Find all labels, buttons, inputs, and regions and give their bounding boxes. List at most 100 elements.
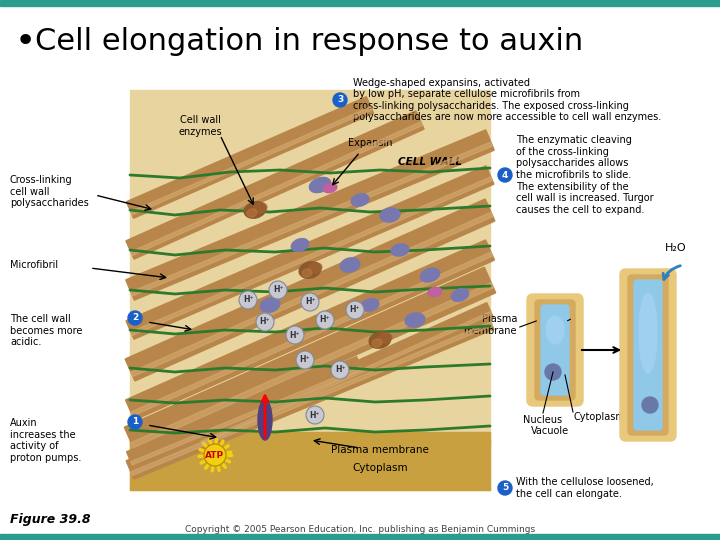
Ellipse shape: [369, 332, 391, 348]
FancyBboxPatch shape: [634, 280, 662, 430]
Circle shape: [346, 301, 364, 319]
Circle shape: [269, 281, 287, 299]
Ellipse shape: [451, 288, 469, 301]
Text: Figure 39.8: Figure 39.8: [10, 514, 91, 526]
Ellipse shape: [292, 239, 309, 252]
Text: H⁺: H⁺: [300, 355, 310, 364]
Circle shape: [306, 406, 324, 424]
Ellipse shape: [546, 316, 564, 344]
Polygon shape: [127, 357, 364, 468]
Circle shape: [239, 291, 257, 309]
Bar: [130, 432, 490, 444]
Text: Microfibril: Microfibril: [10, 260, 58, 270]
Polygon shape: [131, 106, 372, 215]
Text: Copyright © 2005 Pearson Education, Inc. publishing as Benjamin Cummings: Copyright © 2005 Pearson Education, Inc.…: [185, 524, 535, 534]
Text: The enzymatic cleaving
of the cross-linking
polysaccharides allows
the microfibr: The enzymatic cleaving of the cross-link…: [516, 135, 654, 215]
Ellipse shape: [258, 400, 272, 440]
Circle shape: [642, 397, 658, 413]
FancyBboxPatch shape: [535, 300, 575, 400]
Text: H⁺: H⁺: [310, 410, 320, 420]
Text: With the cellulose loosened,
the cell can elongate.: With the cellulose loosened, the cell ca…: [516, 477, 654, 499]
Circle shape: [296, 351, 314, 369]
Polygon shape: [131, 322, 492, 476]
Text: 1: 1: [132, 417, 138, 427]
Circle shape: [256, 313, 274, 331]
Text: 5: 5: [502, 483, 508, 492]
Text: Auxin
increases the
activity of
proton pumps.: Auxin increases the activity of proton p…: [10, 418, 81, 463]
Polygon shape: [126, 111, 424, 259]
Text: CELL WALL: CELL WALL: [398, 157, 462, 167]
Circle shape: [333, 93, 347, 107]
Bar: [130, 440, 490, 490]
Ellipse shape: [391, 244, 409, 256]
FancyBboxPatch shape: [541, 305, 569, 395]
FancyBboxPatch shape: [628, 275, 668, 435]
Text: Cytoplasm: Cytoplasm: [573, 412, 625, 422]
Polygon shape: [131, 367, 362, 465]
Text: H⁺: H⁺: [305, 298, 315, 307]
Polygon shape: [131, 142, 492, 296]
Circle shape: [316, 311, 334, 329]
Text: H⁺: H⁺: [243, 295, 253, 305]
Circle shape: [545, 364, 561, 380]
Polygon shape: [125, 199, 495, 381]
Polygon shape: [125, 240, 495, 420]
Polygon shape: [126, 166, 494, 339]
Circle shape: [128, 311, 142, 325]
Text: The cell wall
becomes more
acidic.: The cell wall becomes more acidic.: [10, 314, 82, 347]
Ellipse shape: [639, 293, 657, 373]
Circle shape: [301, 293, 319, 311]
Bar: [0, 534, 720, 540]
Ellipse shape: [300, 262, 321, 278]
Polygon shape: [127, 97, 374, 218]
Circle shape: [128, 415, 142, 429]
Ellipse shape: [351, 194, 369, 206]
Ellipse shape: [244, 202, 266, 218]
Ellipse shape: [405, 313, 425, 327]
FancyBboxPatch shape: [620, 269, 676, 441]
Circle shape: [286, 326, 304, 344]
Text: Cross-linking
cell wall
polysaccharides: Cross-linking cell wall polysaccharides: [10, 175, 89, 208]
Polygon shape: [197, 303, 493, 447]
Text: Plasma membrane: Plasma membrane: [331, 445, 429, 455]
Ellipse shape: [310, 178, 330, 193]
Bar: [0, 0, 720, 6]
Polygon shape: [131, 282, 493, 448]
Ellipse shape: [361, 299, 379, 311]
Text: Plasma
membrane: Plasma membrane: [464, 314, 517, 336]
Text: ATP: ATP: [205, 450, 225, 460]
Circle shape: [204, 444, 226, 466]
Ellipse shape: [428, 287, 442, 296]
Text: Expansin: Expansin: [348, 138, 392, 148]
Polygon shape: [126, 310, 494, 479]
Text: 4: 4: [502, 171, 508, 179]
Text: Vacuole: Vacuole: [531, 426, 569, 436]
Text: 3: 3: [337, 96, 343, 105]
Circle shape: [331, 361, 349, 379]
Text: H⁺: H⁺: [335, 366, 346, 375]
Polygon shape: [131, 122, 423, 255]
Polygon shape: [126, 130, 494, 300]
Text: Cell elongation in response to auxin: Cell elongation in response to auxin: [35, 28, 583, 57]
Ellipse shape: [302, 269, 312, 277]
Ellipse shape: [372, 339, 382, 347]
Polygon shape: [131, 252, 492, 416]
Ellipse shape: [247, 209, 257, 217]
FancyBboxPatch shape: [527, 294, 583, 406]
Text: H⁺: H⁺: [273, 286, 283, 294]
Bar: [130, 90, 490, 490]
Ellipse shape: [260, 298, 280, 312]
Text: Nucleus: Nucleus: [523, 415, 562, 425]
Polygon shape: [131, 177, 492, 335]
Text: H⁺: H⁺: [350, 306, 360, 314]
Text: H⁺: H⁺: [289, 330, 300, 340]
Text: •: •: [15, 25, 36, 59]
Ellipse shape: [308, 263, 322, 273]
Text: Wedge-shaped expansins, activated
by low pH, separate cellulose microfibrils fro: Wedge-shaped expansins, activated by low…: [353, 78, 661, 123]
Text: H⁺: H⁺: [260, 318, 270, 327]
Text: Cell
wall: Cell wall: [560, 304, 580, 326]
Circle shape: [498, 168, 512, 182]
Text: H₂O: H₂O: [665, 243, 687, 253]
Text: 2: 2: [132, 314, 138, 322]
Text: Cytoplasm: Cytoplasm: [352, 463, 408, 473]
